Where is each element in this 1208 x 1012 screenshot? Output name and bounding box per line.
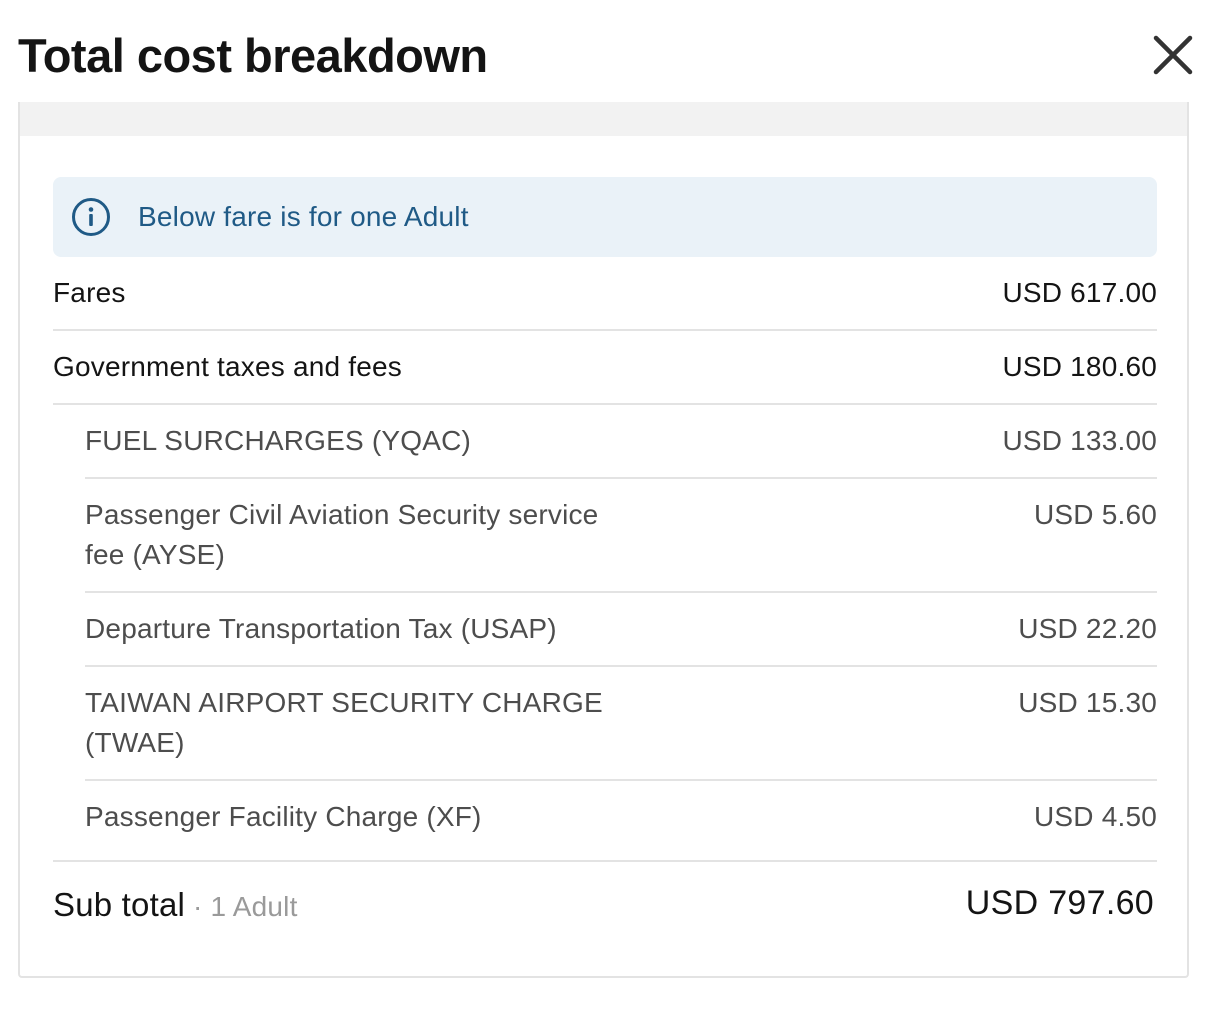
divider — [53, 403, 1157, 405]
tax-item-label: TAIWAN AIRPORT SECURITY CHARGE — [85, 687, 603, 718]
tax-item-label-line2: (TWAE) — [85, 727, 185, 758]
tax-item-label: Passenger Civil Aviation Security servic… — [85, 499, 599, 530]
divider — [85, 779, 1157, 781]
tax-item-label: Passenger Facility Charge (XF) — [85, 801, 482, 832]
tax-item-row: Passenger Facility Charge (XF) USD 4.50 — [85, 797, 1157, 837]
tax-item-row: FUEL SURCHARGES (YQAC) USD 133.00 — [85, 421, 1157, 461]
divider — [85, 665, 1157, 667]
close-button[interactable] — [1148, 30, 1198, 80]
tax-item-label: FUEL SURCHARGES (YQAC) — [85, 425, 472, 456]
divider — [53, 329, 1157, 331]
info-banner-text: Below fare is for one Adult — [138, 201, 469, 232]
close-icon — [1153, 35, 1193, 75]
tax-item-value: USD 133.00 — [1002, 425, 1157, 456]
tax-item-row: Passenger Civil Aviation Security servic… — [85, 495, 1157, 575]
divider — [53, 860, 1157, 862]
fares-value: USD 617.00 — [1002, 277, 1157, 308]
tax-item-value: USD 15.30 — [1018, 687, 1157, 718]
taxes-row: Government taxes and fees USD 180.60 — [53, 347, 1157, 387]
info-icon — [72, 198, 110, 236]
subtotal-label-group: Sub total · 1 Adult — [53, 885, 298, 927]
taxes-label: Government taxes and fees — [53, 351, 402, 382]
tax-item-label-line2: fee (AYSE) — [85, 539, 225, 570]
info-banner: Below fare is for one Adult — [53, 177, 1157, 257]
card-top-bar — [20, 102, 1187, 136]
tax-item-value: USD 4.50 — [1034, 801, 1157, 832]
tax-item-row: Departure Transportation Tax (USAP) USD … — [85, 609, 1157, 649]
subtotal-passenger-note: · 1 Adult — [185, 891, 298, 922]
cost-breakdown-card: Below fare is for one Adult Fares USD 61… — [18, 102, 1189, 978]
fares-row: Fares USD 617.00 — [53, 273, 1157, 313]
divider — [85, 591, 1157, 593]
tax-item-row: TAIWAN AIRPORT SECURITY CHARGE (TWAE) US… — [85, 683, 1157, 763]
subtotal-value: USD 797.60 — [965, 884, 1154, 922]
subtotal-label: Sub total — [53, 886, 186, 923]
taxes-value: USD 180.60 — [1002, 351, 1157, 382]
dialog-title: Total cost breakdown — [18, 29, 488, 82]
tax-item-value: USD 5.60 — [1034, 499, 1157, 530]
dialog-header: Total cost breakdown — [0, 0, 1208, 103]
tax-item-value: USD 22.20 — [1018, 613, 1157, 644]
fares-label: Fares — [53, 277, 126, 308]
divider — [85, 477, 1157, 479]
tax-item-label: Departure Transportation Tax (USAP) — [85, 613, 557, 644]
